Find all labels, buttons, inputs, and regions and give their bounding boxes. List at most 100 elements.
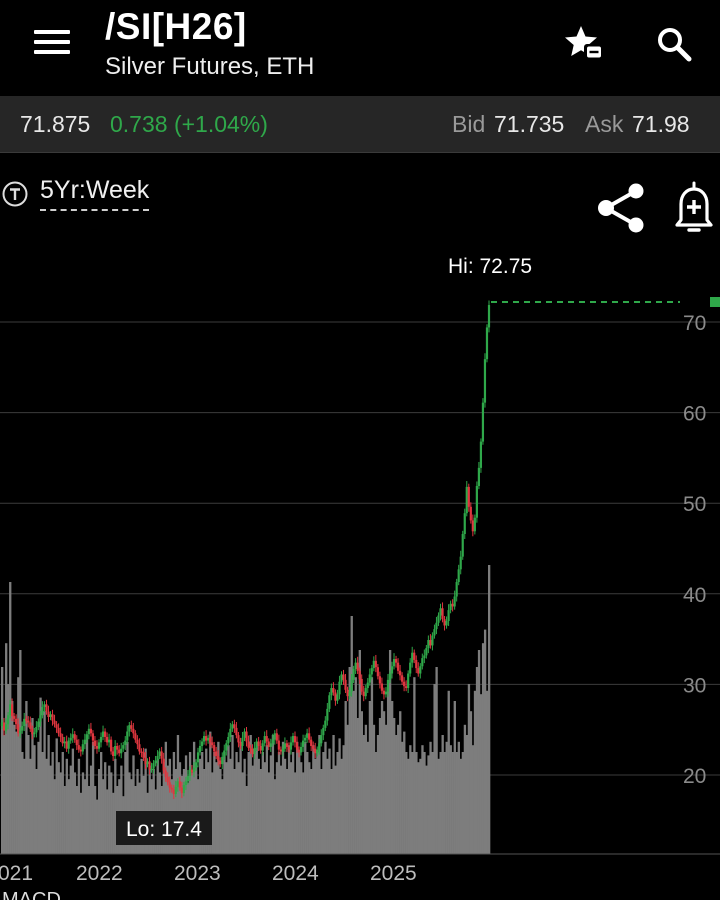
candle-body — [413, 652, 416, 660]
volume-bar — [207, 762, 210, 854]
volume-bar — [247, 752, 250, 854]
volume-bar — [378, 718, 382, 854]
candle-body — [243, 731, 246, 738]
y-tick-label: 50 — [683, 493, 706, 516]
candle-body — [164, 770, 167, 777]
price-change: 0.738 (+1.04%) — [110, 111, 268, 137]
volume-bar — [243, 758, 246, 854]
candle-body — [348, 691, 351, 697]
price-alert-button[interactable] — [672, 180, 716, 234]
volume-bar — [487, 565, 491, 854]
candle-body — [326, 708, 329, 721]
candle-body — [114, 746, 117, 756]
candle-body — [328, 695, 331, 709]
candle-body — [207, 737, 210, 741]
candle-body — [405, 686, 408, 689]
candle-body — [4, 724, 8, 731]
candle-body — [63, 741, 66, 744]
candle-body — [293, 736, 297, 743]
volume-bar — [15, 731, 18, 854]
candle-body — [184, 781, 187, 785]
candle-body — [378, 676, 381, 684]
volume-bar — [304, 741, 307, 854]
candle-body — [354, 662, 357, 669]
volume-bar — [31, 718, 34, 854]
volume-bar — [285, 769, 289, 854]
candle-body — [118, 749, 121, 754]
candle-body — [55, 724, 58, 728]
volume-bar — [399, 711, 402, 854]
share-button[interactable] — [594, 182, 648, 234]
candle-body — [186, 775, 190, 782]
volume-bar — [425, 765, 428, 854]
candle-body — [154, 760, 157, 764]
volume-bar — [336, 752, 339, 854]
volume-bar — [332, 735, 335, 854]
volume-bar — [255, 741, 258, 854]
candle-body — [213, 745, 216, 752]
volume-bar — [366, 741, 370, 854]
candle-body — [465, 486, 468, 514]
volume-bar — [271, 735, 275, 854]
candle-body — [196, 752, 200, 763]
volume-bar — [213, 752, 216, 854]
hamburger-menu-icon[interactable] — [34, 30, 70, 56]
candle-body — [463, 513, 466, 535]
candle-body — [221, 756, 224, 765]
add-to-watchlist-button[interactable] — [562, 22, 606, 66]
volume-bar — [23, 758, 26, 854]
volume-bar — [296, 741, 299, 854]
candle-body — [338, 681, 341, 695]
candle-body — [107, 739, 111, 743]
candle-body — [279, 749, 282, 752]
symbol-title: /SI[H26] — [105, 6, 247, 47]
volume-bar — [91, 741, 95, 854]
search-button[interactable] — [654, 24, 694, 64]
candle-body — [352, 668, 355, 680]
volume-bar — [35, 769, 38, 854]
volume-bar — [124, 752, 127, 854]
volume-bar — [199, 758, 202, 854]
hi-label: Hi: 72.75 — [448, 255, 532, 278]
volume-bar — [75, 786, 79, 854]
volume-bar — [132, 755, 135, 854]
candle-body — [162, 758, 165, 771]
candle-body — [362, 691, 365, 697]
candle-body — [225, 743, 228, 751]
volume-bar — [455, 752, 458, 854]
volume-bar — [63, 786, 66, 854]
volume-bar — [106, 789, 109, 854]
volume-bar — [312, 745, 315, 854]
share-icon — [598, 183, 644, 233]
volume-bar — [17, 677, 20, 854]
volume-bar — [340, 758, 343, 854]
volume-bar — [289, 762, 293, 854]
candle-body — [241, 737, 244, 747]
search-icon — [658, 28, 692, 62]
candle-body — [204, 736, 208, 741]
volume-bar — [176, 735, 180, 854]
bid-price: 71.735 — [494, 111, 565, 137]
candle-body — [99, 736, 103, 743]
x-tick-label: 2022 — [76, 862, 123, 885]
candle-body — [360, 678, 363, 692]
ask-label: Ask — [585, 111, 624, 137]
candle-body — [312, 746, 315, 749]
volume-bar — [29, 758, 32, 854]
candle-body — [390, 666, 394, 674]
volume-bar — [112, 792, 115, 854]
volume-bar — [384, 724, 388, 854]
volume-bar — [184, 755, 188, 854]
candle-body — [415, 659, 418, 669]
volume-bar — [473, 690, 477, 854]
candle-body — [95, 746, 99, 749]
volume-bar — [47, 735, 50, 854]
volume-bar — [360, 711, 364, 854]
volume-bar — [481, 643, 485, 854]
volume-bar — [324, 741, 327, 854]
candle-body — [219, 760, 222, 765]
price-chart[interactable]: 20 30 40 50 60 70 021 2022 2023 2024 2025 Hi: 72.… — [0, 240, 720, 900]
candle-body — [376, 667, 379, 677]
candle-body — [87, 728, 90, 735]
candle-body — [366, 682, 369, 689]
